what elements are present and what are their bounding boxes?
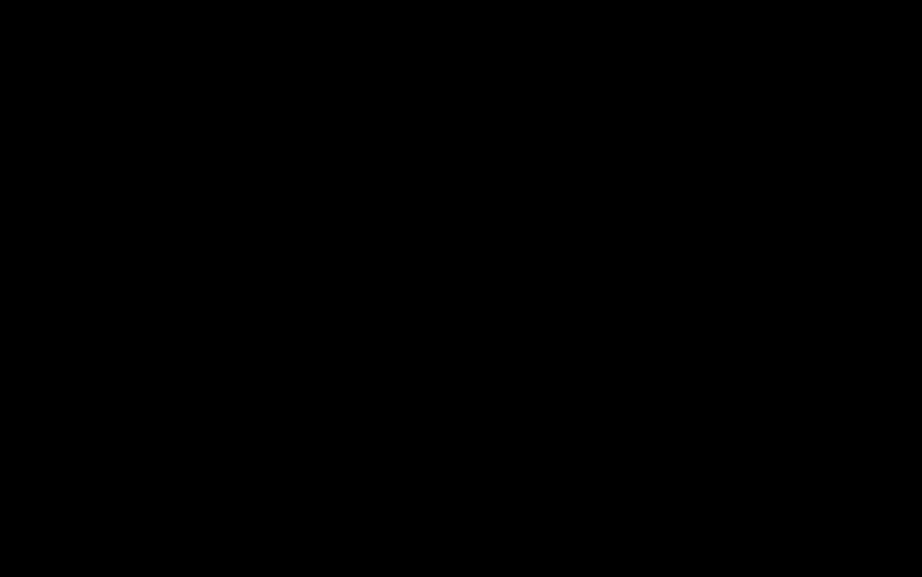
blank-canvas [0, 0, 922, 577]
